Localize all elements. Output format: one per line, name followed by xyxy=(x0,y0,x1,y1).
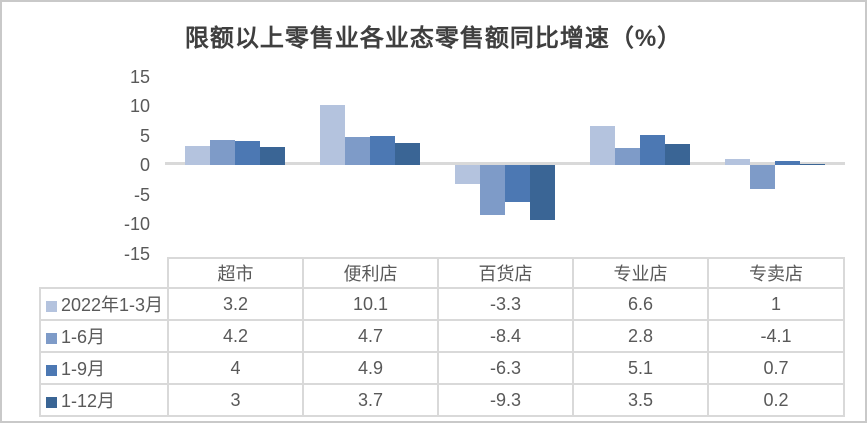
table-row: 1-6月 4.2 4.7 -8.4 2.8 -4.1 xyxy=(39,319,845,353)
value-cell: 4.7 xyxy=(302,319,439,353)
table-header-row: 超市 便利店 百货店 专业店 专卖店 xyxy=(40,257,845,289)
bar-series4-专业店 xyxy=(665,144,691,165)
series-name: 1-6月 xyxy=(61,327,106,347)
value-cell: -3.3 xyxy=(437,287,574,321)
value-cell: 3.2 xyxy=(167,287,304,321)
value-cell: 3 xyxy=(167,383,304,417)
table-header-cell: 百货店 xyxy=(437,257,574,289)
table-row: 1-9月 4 4.9 -6.3 5.1 0.7 xyxy=(39,351,845,385)
table-header-cell: 专业店 xyxy=(572,257,709,289)
value-cell: 4.2 xyxy=(167,319,304,353)
bar-series2-便利店 xyxy=(344,137,370,165)
table-header-cell: 便利店 xyxy=(302,257,439,289)
table-row: 1-12月 3 3.7 -9.3 3.5 0.2 xyxy=(39,383,845,417)
bar-series3-超市 xyxy=(234,141,260,165)
value-cell: 0.7 xyxy=(707,351,845,385)
value-cell: 5.1 xyxy=(572,351,709,385)
series-name: 1-9月 xyxy=(61,359,106,379)
value-cell: -6.3 xyxy=(437,351,574,385)
series-row-label: 1-9月 xyxy=(39,351,169,385)
bar-series1-专卖店 xyxy=(725,159,751,165)
value-cell: -9.3 xyxy=(437,383,574,417)
value-cell: 3.5 xyxy=(572,383,709,417)
legend-color-icon xyxy=(46,397,57,408)
y-tick-label: -5 xyxy=(133,184,150,205)
x-axis-line xyxy=(165,162,845,165)
bar-series2-超市 xyxy=(209,140,235,165)
value-cell: 3.7 xyxy=(302,383,439,417)
bar-series2-专业店 xyxy=(615,148,641,165)
y-tick-label: 0 xyxy=(139,155,150,175)
value-cell: 6.6 xyxy=(572,287,709,321)
value-cell: 2.8 xyxy=(572,319,709,353)
table-row: 2022年1-3月 3.2 10.1 -3.3 6.6 1 xyxy=(39,287,845,321)
bar-series3-专卖店 xyxy=(775,160,801,165)
chart-data-table: 超市 便利店 百货店 专业店 专卖店 2022年1-3月 3.2 10.1 -3.3 6.6 1 1-… xyxy=(39,257,845,417)
value-cell: 4.9 xyxy=(302,351,439,385)
bar-series2-百货店 xyxy=(480,165,505,215)
y-tick-label: 10 xyxy=(129,96,150,116)
y-tick-label: -15 xyxy=(123,243,150,264)
value-cell: -4.1 xyxy=(707,319,845,353)
bar-series4-百货店 xyxy=(530,165,555,220)
y-tick-label: 5 xyxy=(139,125,150,146)
legend-color-icon xyxy=(46,301,57,312)
y-tick-label: 15 xyxy=(129,66,150,87)
bar-series4-专卖店 xyxy=(800,163,826,165)
table-corner-cell xyxy=(40,258,168,288)
value-cell: 4 xyxy=(167,351,304,385)
value-cell: 1 xyxy=(707,287,845,321)
bar-series3-百货店 xyxy=(505,165,530,203)
value-cell: 10.1 xyxy=(302,287,439,321)
bar-series3-便利店 xyxy=(369,136,395,165)
series-name: 2022年1-3月 xyxy=(61,295,164,315)
series-name: 1-12月 xyxy=(61,391,116,411)
plot-area: 15 10 5 0 -5 -10 -15 xyxy=(2,2,865,264)
bar-series4-便利店 xyxy=(394,143,420,165)
table-header-cell: 专卖店 xyxy=(707,257,845,289)
bar-series1-专业店 xyxy=(590,126,616,165)
legend-color-icon xyxy=(46,333,57,344)
value-cell: -8.4 xyxy=(437,319,574,353)
bar-series2-专卖店 xyxy=(750,165,776,190)
y-tick-label: -10 xyxy=(123,214,150,234)
value-cell: 0.2 xyxy=(707,383,845,417)
series-row-label: 1-12月 xyxy=(39,383,169,417)
bar-series1-超市 xyxy=(184,146,210,165)
bar-series1-百货店 xyxy=(455,165,480,185)
series-row-label: 1-6月 xyxy=(39,319,169,353)
table-header-cell: 超市 xyxy=(167,257,304,289)
legend-color-icon xyxy=(46,365,57,376)
bar-series4-超市 xyxy=(259,147,285,165)
bar-series3-专业店 xyxy=(640,134,666,165)
chart-title: 限额以上零售业各业态零售额同比增速（%） xyxy=(184,25,683,52)
bar-series1-便利店 xyxy=(319,105,345,165)
series-row-label: 2022年1-3月 xyxy=(39,287,169,321)
